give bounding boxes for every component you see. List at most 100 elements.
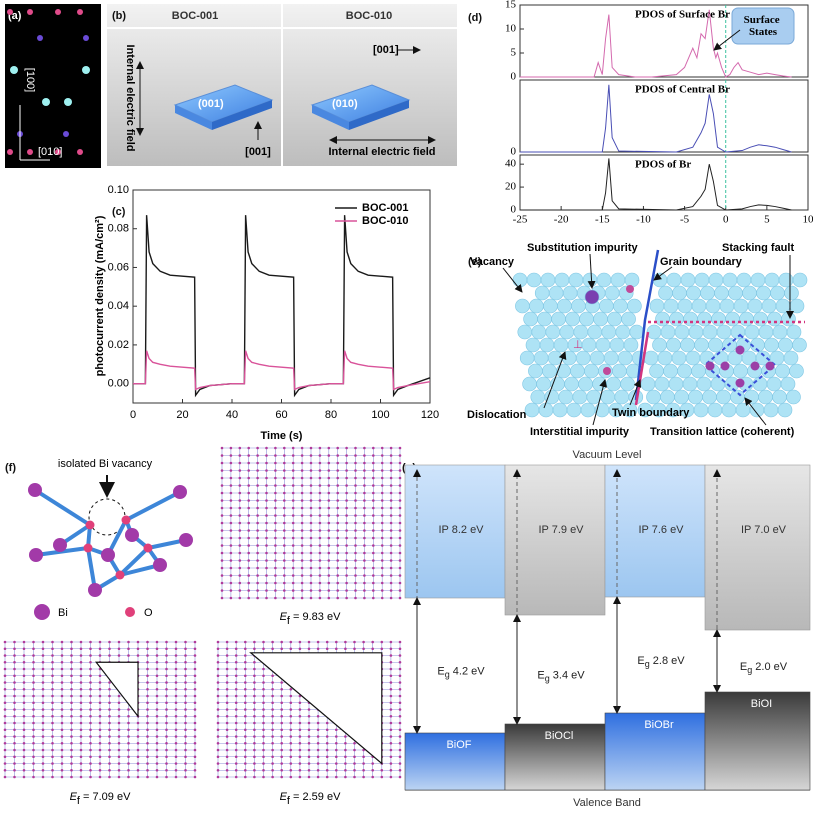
site (372, 521, 375, 525)
vb-box (604, 712, 706, 791)
site (300, 514, 304, 517)
site (318, 536, 322, 540)
sphere (522, 376, 537, 392)
site (274, 499, 277, 502)
defect-label: Stacking fault (722, 242, 794, 254)
site (234, 660, 238, 664)
site (244, 701, 247, 705)
site (265, 469, 268, 472)
site (220, 596, 224, 600)
site (380, 469, 384, 472)
site (51, 755, 54, 759)
site (354, 454, 357, 457)
x-tick-label: 80 (325, 409, 337, 421)
site (398, 514, 402, 517)
subplot-title: PDOS of Surface Br (635, 9, 730, 21)
site (353, 640, 356, 644)
sphere (671, 350, 687, 366)
site (108, 687, 111, 691)
site (165, 762, 168, 765)
site (41, 775, 45, 779)
site (372, 574, 375, 577)
o-atom (115, 570, 125, 580)
sphere (666, 272, 682, 288)
site (79, 714, 83, 718)
site (307, 714, 311, 718)
site (60, 768, 64, 772)
site (13, 647, 16, 651)
bond (86, 547, 97, 591)
o-atom (83, 543, 93, 553)
site (307, 768, 311, 772)
site (327, 461, 331, 465)
site (280, 735, 284, 738)
site (309, 574, 313, 577)
site (220, 589, 224, 592)
site (327, 551, 331, 555)
site (327, 521, 331, 525)
site (127, 735, 130, 738)
site (318, 559, 322, 562)
x-tick-label: -20 (554, 214, 569, 226)
site (398, 521, 402, 525)
site (265, 581, 268, 585)
x-tick-label: -10 (636, 214, 651, 226)
site (256, 461, 259, 465)
site (41, 748, 45, 752)
site (309, 544, 313, 547)
site (354, 521, 357, 525)
site (155, 687, 159, 691)
site (165, 654, 168, 657)
site (398, 506, 402, 510)
site (300, 454, 304, 457)
site (274, 514, 277, 517)
site (193, 762, 197, 765)
site (193, 687, 197, 691)
site (60, 728, 64, 732)
site (398, 681, 402, 684)
site (225, 762, 229, 765)
site (174, 714, 178, 718)
site (283, 581, 286, 585)
site (225, 768, 229, 772)
site (283, 536, 286, 540)
site (108, 728, 111, 732)
site (229, 544, 233, 547)
site (229, 589, 233, 592)
sphere (528, 363, 543, 379)
site (283, 596, 286, 600)
sphere (584, 289, 600, 305)
site (363, 551, 366, 555)
site (32, 647, 35, 651)
sphere (643, 350, 659, 366)
sphere (540, 272, 556, 288)
sphere (660, 324, 676, 340)
site (283, 469, 286, 472)
site (220, 506, 224, 510)
bi-atom (153, 558, 167, 572)
site (291, 446, 295, 450)
site (51, 735, 54, 738)
site (117, 694, 121, 698)
site (265, 521, 268, 525)
atom (7, 149, 13, 155)
site (389, 491, 393, 495)
site (79, 687, 83, 691)
site (265, 454, 268, 457)
site (225, 687, 229, 691)
site (247, 499, 250, 502)
site (316, 741, 320, 745)
site (244, 762, 247, 765)
site (318, 506, 322, 510)
site (117, 748, 121, 752)
site (265, 544, 268, 547)
sphere (733, 298, 749, 314)
site (238, 491, 242, 495)
impurity (720, 361, 730, 371)
site (389, 559, 393, 562)
gap-part: g (645, 659, 650, 669)
site (89, 714, 92, 718)
site (247, 454, 250, 457)
sphere (575, 350, 591, 366)
defect-label: Twin boundary (612, 407, 690, 419)
